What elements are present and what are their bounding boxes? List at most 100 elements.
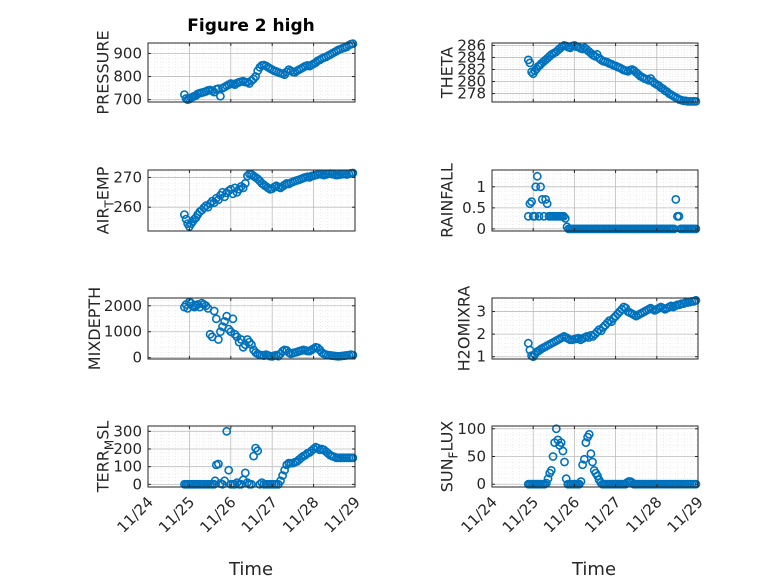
y-tick-label: 100 [113,458,142,476]
data-point [240,468,250,478]
y-axis-label-subscript: F [447,451,461,458]
data-point [238,183,248,193]
data-point [276,476,285,486]
y-axis-label-subscript: M [103,440,117,450]
data-point [525,199,535,209]
data-point [222,426,232,436]
y-tick-label: 0.5 [462,199,486,217]
data-point [205,199,215,208]
data-point [556,438,566,447]
data-point [671,194,681,204]
data-point [536,182,545,192]
data-point [537,194,547,204]
y-axis-label: THETA [438,47,457,99]
data-point [530,211,540,221]
data-point [560,457,569,467]
data-point [213,459,223,469]
y-tick-label: 260 [113,198,142,216]
data-point [348,453,358,463]
data-point [558,446,568,456]
data-point [199,203,209,213]
y-tick-label: 200 [113,440,142,458]
y-tick-label: 282 [457,60,486,78]
y-tick-label: 1 [476,348,486,366]
data-point [574,333,583,343]
data-point [228,314,238,324]
y-tick-label: 2 [476,325,486,343]
data-point [255,479,265,489]
y-axis-label: H2OMIXRA [455,286,474,372]
data-point [220,316,229,326]
y-axis-label: SUNFLUX [438,421,461,493]
data-point [215,327,225,337]
data-point [282,67,292,77]
data-point [249,74,258,84]
y-axis-label: MIXDEPTH [85,287,104,370]
data-point [247,340,256,350]
y-tick-label: 0 [132,349,142,367]
y-tick-label: 900 [113,44,142,62]
axes-box [147,169,356,232]
y-axis-label: PRESSURE [94,30,113,114]
data-point [247,479,256,489]
data-point [209,479,219,489]
data-point [531,182,541,192]
axes-box [491,42,699,103]
data-point [249,451,258,461]
y-axis-label-tail: EMP [94,166,113,200]
axes-box [147,297,356,360]
y-axis-label-main: MIXDEPTH [85,287,104,370]
data-point [242,478,252,487]
data-point [551,424,561,434]
y-tick-label: 3 [476,303,486,321]
y-tick-label: 280 [457,73,486,91]
data-point [590,51,600,61]
data-point [527,197,536,206]
data-point [546,465,556,475]
y-tick-label: 700 [113,91,142,109]
axes-box [491,169,699,232]
data-point [242,171,252,181]
data-point [576,477,586,486]
y-axis-label-main: RAINFALL [438,163,457,238]
y-tick-label: 278 [457,85,486,103]
y-tick-label: 1000 [104,323,142,341]
y-axis-label-main: PRESSURE [94,30,113,114]
data-point [691,295,701,305]
data-point [541,194,550,204]
data-point [548,452,558,461]
y-axis-label-main: THETA [438,47,457,99]
data-point [280,465,289,475]
y-tick-label: 0 [476,220,486,238]
data-point [584,429,594,439]
y-tick-label: 270 [113,168,142,186]
data-point [691,224,701,234]
data-point [215,91,225,101]
y-tick-label: 284 [457,48,486,66]
data-point [543,474,553,484]
data-point [691,479,701,489]
y-tick-label: 300 [113,422,142,440]
data-point [209,306,219,316]
y-tick-label: 0 [476,475,486,493]
data-point [213,335,223,344]
subplot-rainfall: 0 0.5 1 RAINFALL [438,163,701,238]
data-point [253,446,263,456]
axes-box [491,297,699,360]
y-tick-label: 2000 [104,297,142,315]
y-axis-label-subscript: T [103,200,117,209]
y-tick-label: 100 [457,420,486,438]
x-axis-label-right: Time [571,559,616,580]
y-axis-label-tail: LUX [438,421,457,452]
y-tick-label: 50 [467,448,486,466]
y-axis-label-tail: SL [94,421,113,440]
y-axis-label: AIRTEMP [94,166,117,234]
y-tick-label: 800 [113,68,142,86]
figure-title: Figure 2 high [187,16,315,36]
y-tick-label: 286 [457,36,486,54]
y-tick-label: 1 [476,178,486,196]
